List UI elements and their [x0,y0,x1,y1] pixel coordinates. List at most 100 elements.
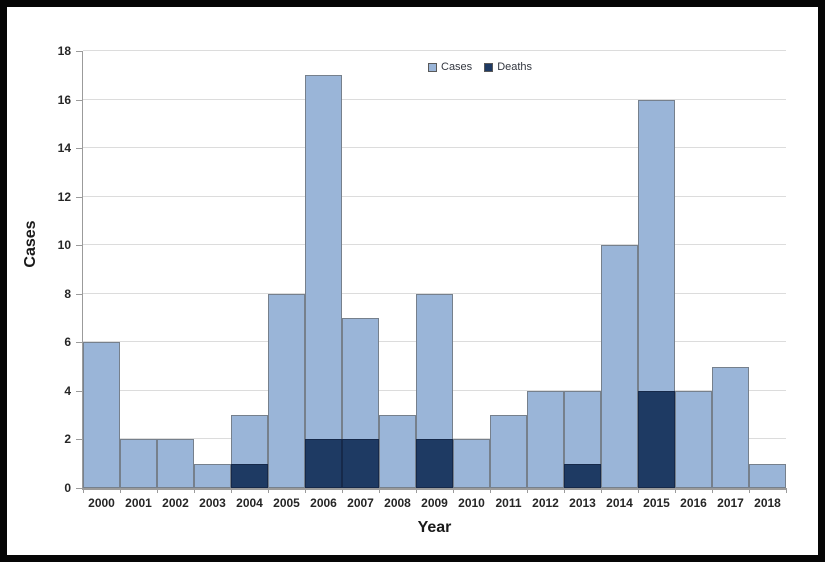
x-tick-0 [83,488,84,493]
legend-item-deaths: Deaths [484,61,532,73]
bar-cases-2014 [601,245,638,488]
bar-cases-2016 [675,390,712,488]
x-tick-label-2011: 2011 [495,496,522,510]
gridline-y-12 [83,195,786,197]
y-tick-label-6: 6 [64,335,71,350]
legend-swatch-deaths-icon [484,62,494,72]
x-tick-7 [342,488,343,493]
bar-cases-2005 [268,293,305,488]
plot-area [82,50,787,490]
x-tick-label-2012: 2012 [532,496,559,510]
y-tick-14 [76,148,82,150]
x-tick-3 [194,488,195,493]
y-tick-label-14: 14 [57,141,71,156]
y-tick-0 [76,488,82,489]
x-axis-line [82,488,787,490]
y-tick-label-16: 16 [57,92,71,107]
x-tick-label-2017: 2017 [717,496,744,510]
gridline-y-10 [83,244,786,246]
bar-cases-2007 [342,318,379,488]
legend-item-cases: Cases [428,61,472,73]
gridline-y-14 [83,147,786,149]
bar-cases-2001 [120,439,157,488]
y-tick-label-10: 10 [57,238,71,253]
bar-cases-2010 [453,439,490,488]
y-tick-6 [76,342,82,344]
bar-deaths-2009 [416,439,453,488]
y-tick-label-2: 2 [64,432,71,447]
legend-label-cases: Cases [441,61,473,73]
x-tick-label-2014: 2014 [606,496,633,510]
x-tick-16 [675,488,676,493]
bar-deaths-2013 [564,463,601,488]
x-tick-4 [231,488,232,493]
legend-swatch-cases-icon [428,62,437,72]
bar-cases-2002 [157,439,194,488]
x-tick-12 [527,488,528,493]
y-tick-18 [76,51,82,52]
bar-cases-2009 [416,293,453,488]
bar-cases-2012 [527,390,564,488]
bar-cases-2013 [564,390,601,488]
x-tick-label-2001: 2001 [125,496,152,510]
x-tick-label-2013: 2013 [569,496,596,510]
y-tick-label-8: 8 [64,286,71,301]
x-tick-label-2000: 2000 [88,496,115,510]
x-tick-label-2003: 2003 [199,496,226,510]
bar-cases-2003 [194,463,231,488]
y-axis-title: Cases [22,219,39,268]
x-tick-label-2010: 2010 [458,496,485,510]
x-tick-label-2004: 2004 [236,496,263,510]
x-axis-title: Year [417,519,452,536]
bar-cases-2018 [749,463,786,488]
y-tick-label-0: 0 [64,481,71,495]
bar-cases-2015 [638,99,675,488]
bar-deaths-2007 [342,439,379,488]
x-tick-11 [490,488,491,493]
y-tick-8 [76,293,82,295]
y-tick-label-18: 18 [57,44,71,58]
x-tick-label-2015: 2015 [643,496,670,510]
bar-cases-2004 [231,415,268,488]
y-tick-label-4: 4 [64,383,71,398]
x-tick-label-2002: 2002 [162,496,189,510]
x-tick-label-2005: 2005 [273,496,300,510]
x-tick-label-2009: 2009 [421,496,448,510]
bar-cases-2000 [83,342,120,488]
x-tick-17 [712,488,713,493]
y-tick-2 [76,439,82,441]
y-tick-label-12: 12 [57,189,71,204]
x-tick-5 [268,488,269,493]
x-tick-18 [749,488,750,493]
legend-label-deaths: Deaths [497,61,533,73]
x-tick-label-2016: 2016 [680,496,707,510]
gridline-y-8 [83,292,786,294]
x-tick-1 [120,488,121,493]
x-tick-label-2007: 2007 [347,496,374,510]
x-tick-label-2008: 2008 [384,496,411,510]
gridline-y-16 [83,98,786,100]
x-tick-19 [786,488,787,493]
x-tick-6 [305,488,306,493]
bar-cases-2017 [712,366,749,488]
legend: Cases Deaths [428,61,532,73]
x-tick-label-2018: 2018 [754,496,781,510]
x-tick-10 [453,488,454,493]
y-tick-10 [76,245,82,247]
y-tick-4 [76,390,82,392]
x-tick-14 [601,488,602,493]
x-tick-label-2006: 2006 [310,496,337,510]
y-tick-12 [76,196,82,198]
x-tick-9 [416,488,417,493]
x-tick-8 [379,488,380,493]
y-axis-line [82,51,83,488]
x-tick-15 [638,488,639,493]
bar-cases-2008 [379,415,416,488]
bar-deaths-2006 [305,439,342,488]
x-tick-2 [157,488,158,493]
gridline-y-18 [83,50,786,51]
bar-deaths-2015 [638,390,675,488]
bar-cases-2011 [490,415,527,488]
x-tick-13 [564,488,565,493]
